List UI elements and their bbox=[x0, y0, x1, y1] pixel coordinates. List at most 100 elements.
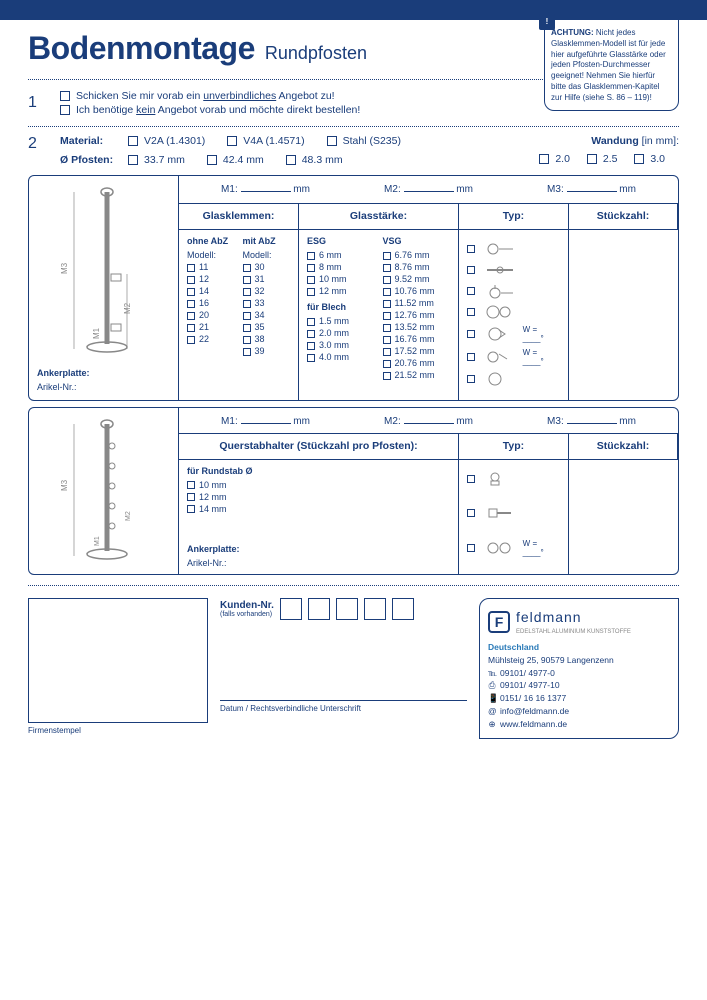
hdr-typ: Typ: bbox=[459, 204, 569, 231]
checkbox-option[interactable]: 6.76 mm bbox=[383, 250, 451, 260]
svg-text:M1: M1 bbox=[94, 536, 101, 546]
stamp-label: Firmenstempel bbox=[28, 726, 208, 735]
fax-icon: ⎙ bbox=[488, 679, 496, 692]
checkbox-option[interactable]: 16.76 mm bbox=[383, 334, 451, 344]
kunden-digit[interactable] bbox=[336, 598, 358, 620]
typ-4[interactable] bbox=[467, 304, 560, 320]
checkbox-option[interactable]: 6 mm bbox=[307, 250, 375, 260]
checkbox-option[interactable]: 8 mm bbox=[307, 262, 375, 272]
svg-text:M3: M3 bbox=[60, 262, 69, 274]
web-icon: ⊕ bbox=[488, 718, 496, 731]
divider bbox=[28, 126, 679, 127]
table-glasklemmen: M3 M2 M1 Ankerplatte: Arikel-Nr.: M1: mm… bbox=[28, 175, 679, 401]
svg-text:M2: M2 bbox=[123, 302, 132, 314]
wandung-30[interactable]: 3.0 bbox=[634, 153, 665, 165]
checkbox-option[interactable]: 39 bbox=[243, 346, 291, 356]
section-2-num: 2 bbox=[28, 135, 46, 153]
checkbox-option[interactable]: 22 bbox=[187, 334, 235, 344]
material-stahl[interactable]: Stahl (S235) bbox=[327, 135, 401, 147]
checkbox-option[interactable]: 33 bbox=[243, 298, 291, 308]
checkbox-option[interactable]: 1.5 mm bbox=[307, 316, 375, 326]
checkbox-option[interactable]: 30 bbox=[243, 262, 291, 272]
kunden-label: Kunden-Nr. bbox=[220, 600, 274, 611]
checkbox-option[interactable]: 34 bbox=[243, 310, 291, 320]
pfosten-337[interactable]: 33.7 mm bbox=[128, 154, 185, 166]
hdr-stk2: Stückzahl: bbox=[569, 434, 678, 459]
typ-5[interactable]: W = ____° bbox=[467, 325, 560, 343]
checkbox-option[interactable]: 32 bbox=[243, 286, 291, 296]
checkbox-option[interactable]: 16 bbox=[187, 298, 235, 308]
typ2-1[interactable] bbox=[467, 471, 560, 487]
pfosten-424[interactable]: 42.4 mm bbox=[207, 154, 264, 166]
checkbox-option[interactable]: 21 bbox=[187, 322, 235, 332]
page-title: Bodenmontage bbox=[28, 30, 255, 67]
kunden-sub: (falls vorhanden) bbox=[220, 611, 274, 618]
alert-icon: ! bbox=[539, 14, 555, 30]
checkbox-option[interactable]: 35 bbox=[243, 322, 291, 332]
checkbox-option[interactable]: 12 mm bbox=[187, 492, 450, 502]
divider bbox=[28, 585, 679, 586]
company-country: Deutschland bbox=[488, 641, 670, 654]
hdr-stueckzahl: Stückzahl: bbox=[569, 204, 678, 231]
typ-2[interactable] bbox=[467, 262, 560, 278]
option-direkt[interactable]: Ich benötige kein Angebot vorab und möch… bbox=[60, 104, 360, 116]
hdr-querstab: Querstabhalter (Stückzahl pro Pfosten): bbox=[179, 434, 459, 459]
hdr-typ2: Typ: bbox=[459, 434, 569, 459]
wandung-25[interactable]: 2.5 bbox=[587, 153, 618, 165]
kunden-digit[interactable] bbox=[364, 598, 386, 620]
svg-text:M1: M1 bbox=[92, 327, 101, 339]
wandung-20[interactable]: 2.0 bbox=[539, 153, 570, 165]
sig-label: Datum / Rechtsverbindliche Unterschrift bbox=[220, 704, 467, 713]
checkbox-option[interactable]: 4.0 mm bbox=[307, 352, 375, 362]
kunden-digit[interactable] bbox=[280, 598, 302, 620]
typ-1[interactable] bbox=[467, 241, 560, 257]
table-querstab: M3 M2 M1 M1: mm M2: mm M3: mm Querstabha… bbox=[28, 407, 679, 575]
kunden-digit[interactable] bbox=[308, 598, 330, 620]
option-angebot[interactable]: Schicken Sie mir vorab ein unverbindlich… bbox=[60, 90, 360, 102]
material-v4a[interactable]: V4A (1.4571) bbox=[227, 135, 304, 147]
checkbox-option[interactable]: 20.76 mm bbox=[383, 358, 451, 368]
typ2-2[interactable] bbox=[467, 505, 560, 521]
checkbox-option[interactable]: 9.52 mm bbox=[383, 274, 451, 284]
svg-text:M3: M3 bbox=[60, 479, 69, 491]
checkbox-option[interactable]: 3.0 mm bbox=[307, 340, 375, 350]
checkbox-option[interactable]: 11 bbox=[187, 262, 235, 272]
material-v2a[interactable]: V2A (1.4301) bbox=[128, 135, 205, 147]
alert-box: ! ACHTUNG: Nicht jedes Glasklemmen-Model… bbox=[544, 20, 679, 111]
kunden-digit[interactable] bbox=[392, 598, 414, 620]
post-diagram-1: M3 M2 M1 bbox=[37, 184, 170, 364]
company-addr: Mühlsteig 25, 90579 Langenzenn bbox=[488, 654, 670, 667]
typ2-3[interactable]: W = ____° bbox=[467, 539, 560, 557]
artikel-nr-label: Arikel-Nr.: bbox=[37, 382, 170, 392]
checkbox-option[interactable]: 31 bbox=[243, 274, 291, 284]
checkbox-option[interactable]: 38 bbox=[243, 334, 291, 344]
checkbox-option[interactable]: 10 mm bbox=[187, 480, 450, 490]
checkbox-option[interactable]: 11.52 mm bbox=[383, 298, 451, 308]
material-label: Material: bbox=[60, 135, 120, 147]
alert-text: Nicht jedes Glasklemmen-Modell ist für j… bbox=[551, 28, 666, 102]
typ-6[interactable]: W = ____° bbox=[467, 348, 560, 366]
checkbox-option[interactable]: 10.76 mm bbox=[383, 286, 451, 296]
checkbox-option[interactable]: 2.0 mm bbox=[307, 328, 375, 338]
hdr-glasklemmen: Glasklemmen: bbox=[179, 204, 299, 231]
checkbox-option[interactable]: 10 mm bbox=[307, 274, 375, 284]
checkbox-option[interactable]: 21.52 mm bbox=[383, 370, 451, 380]
company-tagline: EDELSTAHL ALUMINIUM KUNSTSTOFFE bbox=[516, 628, 631, 637]
checkbox-option[interactable]: 14 bbox=[187, 286, 235, 296]
checkbox-option[interactable]: 13.52 mm bbox=[383, 322, 451, 332]
typ-3[interactable] bbox=[467, 283, 560, 299]
wandung-label: Wandung bbox=[591, 135, 638, 147]
checkbox-option[interactable]: 12.76 mm bbox=[383, 310, 451, 320]
checkbox-option[interactable]: 14 mm bbox=[187, 504, 450, 514]
alert-heading: ACHTUNG: bbox=[551, 28, 594, 37]
checkbox-option[interactable]: 17.52 mm bbox=[383, 346, 451, 356]
typ-7[interactable] bbox=[467, 371, 560, 387]
ankerplatte-label: Ankerplatte: bbox=[37, 368, 170, 378]
stamp-box[interactable] bbox=[28, 598, 208, 723]
checkbox-option[interactable]: 12 bbox=[187, 274, 235, 284]
section-1-num: 1 bbox=[28, 94, 46, 112]
pfosten-483[interactable]: 48.3 mm bbox=[286, 154, 343, 166]
checkbox-option[interactable]: 12 mm bbox=[307, 286, 375, 296]
checkbox-option[interactable]: 8.76 mm bbox=[383, 262, 451, 272]
checkbox-option[interactable]: 20 bbox=[187, 310, 235, 320]
